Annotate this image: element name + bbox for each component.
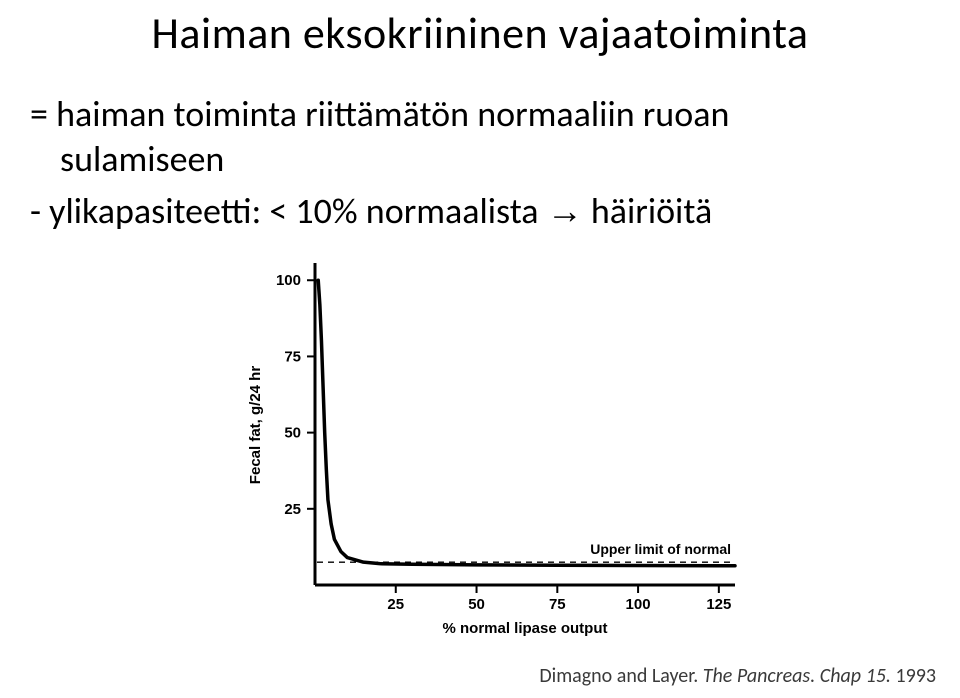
svg-text:75: 75 [549,596,566,613]
body-line-3-prefix: - ylikapasiteetti: < 10% normaalista [30,189,547,233]
body-line-1: = haiman toiminta riittämätön normaaliin… [30,92,729,137]
slide: Haiman eksokriininen vajaatoiminta = hai… [0,0,960,698]
citation: Dimagno and Layer. The Pancreas. Chap 15… [539,664,936,688]
svg-text:25: 25 [387,596,404,613]
fecal-fat-chart: 25 50 75 100 25 50 75 100 125 Upper limit of norm… [230,255,750,645]
citation-authors: Dimagno and Layer. [539,664,702,688]
chart-svg: 25 50 75 100 25 50 75 100 125 Upper limit of norm… [230,255,750,645]
arrow-right-icon: → [547,190,583,231]
body-line-2: sulamiseen [30,137,729,182]
svg-text:Upper limit of normal: Upper limit of normal [590,541,731,557]
svg-text:100: 100 [276,272,301,289]
body-line-3: - ylikapasiteetti: < 10% normaalista → h… [30,188,729,234]
citation-title: The Pancreas. Chap 15. [703,664,896,688]
svg-text:125: 125 [706,596,731,613]
svg-text:50: 50 [284,425,301,442]
page-title: Haiman eksokriininen vajaatoiminta [0,6,960,60]
body-text: = haiman toiminta riittämätön normaaliin… [30,92,729,234]
svg-text:75: 75 [284,348,301,365]
svg-text:% normal lipase output: % normal lipase output [442,620,607,637]
body-line-3-suffix: häiriöitä [583,189,712,233]
svg-text:100: 100 [626,596,651,613]
svg-text:50: 50 [468,596,485,613]
svg-text:Fecal fat, g/24 hr: Fecal fat, g/24 hr [247,366,264,485]
citation-year: 1993 [895,664,936,688]
svg-text:25: 25 [284,501,301,518]
